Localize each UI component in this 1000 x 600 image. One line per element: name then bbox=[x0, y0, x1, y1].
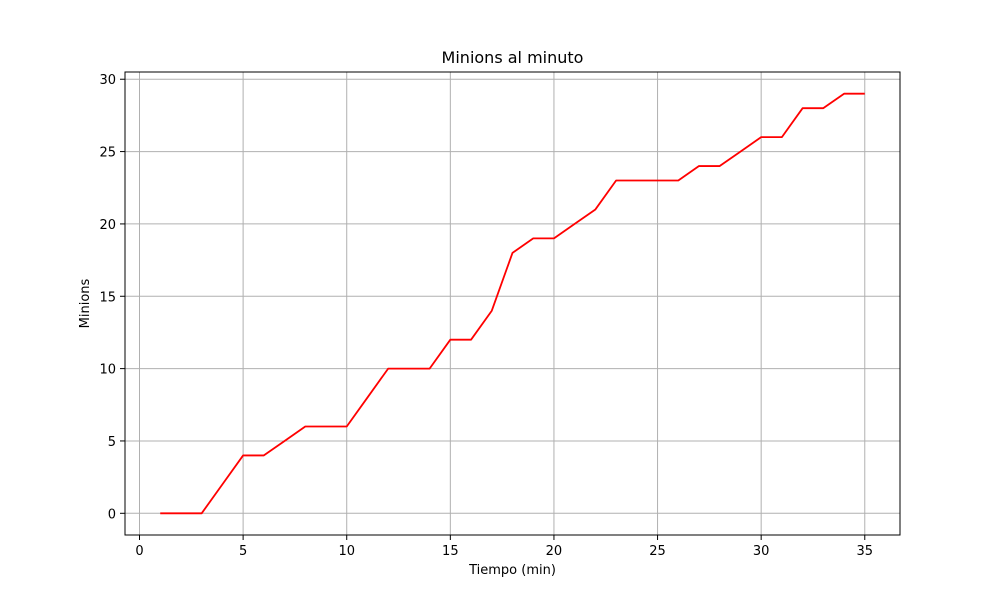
x-tick-label: 10 bbox=[338, 544, 355, 559]
y-axis-label: Minions bbox=[78, 278, 93, 328]
series-line bbox=[160, 92, 865, 515]
x-tick-label: 35 bbox=[856, 544, 873, 559]
y-tick-label: 20 bbox=[99, 218, 116, 233]
y-tick-label: 30 bbox=[99, 73, 116, 88]
series-layer bbox=[160, 92, 865, 515]
y-tick-label: 5 bbox=[108, 435, 116, 450]
axis-ticks: 0 5 10 15 20 25 30 35 0 5 10 15 20 25 30 bbox=[99, 73, 873, 559]
x-tick-label: 20 bbox=[546, 544, 563, 559]
x-tick-label: 30 bbox=[753, 544, 770, 559]
x-tick-label: 0 bbox=[135, 544, 143, 559]
y-tick-label: 15 bbox=[99, 290, 116, 305]
x-tick-label: 5 bbox=[239, 544, 247, 559]
x-axis-label: Tiempo (min) bbox=[468, 563, 556, 578]
y-tick-label: 10 bbox=[99, 363, 116, 378]
plot-frame bbox=[124, 71, 901, 536]
x-tick-label: 25 bbox=[649, 544, 666, 559]
grid-lines bbox=[125, 72, 900, 535]
y-tick-label: 25 bbox=[99, 146, 116, 161]
x-tick-label: 15 bbox=[442, 544, 459, 559]
chart-title: Minions al minuto bbox=[442, 48, 584, 67]
y-tick-label: 0 bbox=[108, 507, 116, 522]
